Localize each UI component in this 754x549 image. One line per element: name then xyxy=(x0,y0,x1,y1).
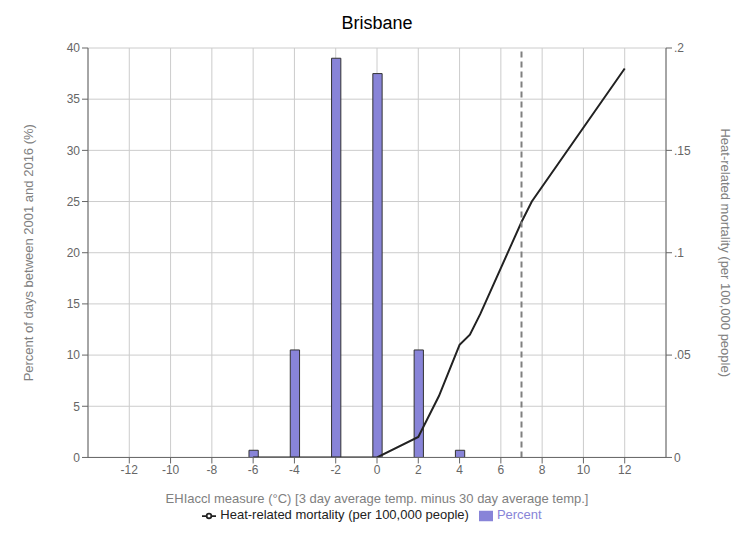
svg-text:-10: -10 xyxy=(162,463,180,477)
html-text:Heat-related mortality (per 10: Heat-related mortality (per 100,000 peop… xyxy=(220,507,469,523)
svg-text:12: 12 xyxy=(618,463,632,477)
html-text:Brisbane: Brisbane xyxy=(341,13,413,33)
svg-text:0: 0 xyxy=(73,451,80,465)
svg-text:.15: .15 xyxy=(674,144,691,158)
svg-text:4: 4 xyxy=(456,463,463,477)
svg-text:-4: -4 xyxy=(289,463,300,477)
svg-text:.2: .2 xyxy=(674,41,684,55)
svg-text:35: 35 xyxy=(67,92,81,106)
svg-text:-2: -2 xyxy=(330,463,341,477)
svg-text:10: 10 xyxy=(577,463,591,477)
svg-text:6: 6 xyxy=(498,463,505,477)
svg-text:-8: -8 xyxy=(207,463,218,477)
svg-text:10: 10 xyxy=(67,348,81,362)
svg-text:20: 20 xyxy=(67,246,81,260)
svg-text:0: 0 xyxy=(374,463,381,477)
svg-text:-12: -12 xyxy=(121,463,139,477)
svg-text:EHIaccl measure (°C) [3 day av: EHIaccl measure (°C) [3 day average temp… xyxy=(166,491,589,506)
svg-text:2: 2 xyxy=(415,463,422,477)
svg-text:-6: -6 xyxy=(248,463,259,477)
svg-text:Percent of days between 2001 a: Percent of days between 2001 and 2016 (%… xyxy=(21,124,36,381)
svg-text:40: 40 xyxy=(67,41,81,55)
svg-text:.05: .05 xyxy=(674,348,691,362)
html-text:Percent: Percent xyxy=(496,507,542,523)
svg-text:.1: .1 xyxy=(674,246,684,260)
svg-text:0: 0 xyxy=(674,451,681,465)
svg-text:Heat-related mortality (per 10: Heat-related mortality (per 100,000 peop… xyxy=(718,128,733,377)
svg-text:25: 25 xyxy=(67,195,81,209)
svg-text:5: 5 xyxy=(73,400,80,414)
svg-text:15: 15 xyxy=(67,297,81,311)
svg-text:30: 30 xyxy=(67,144,81,158)
svg-text:8: 8 xyxy=(539,463,546,477)
